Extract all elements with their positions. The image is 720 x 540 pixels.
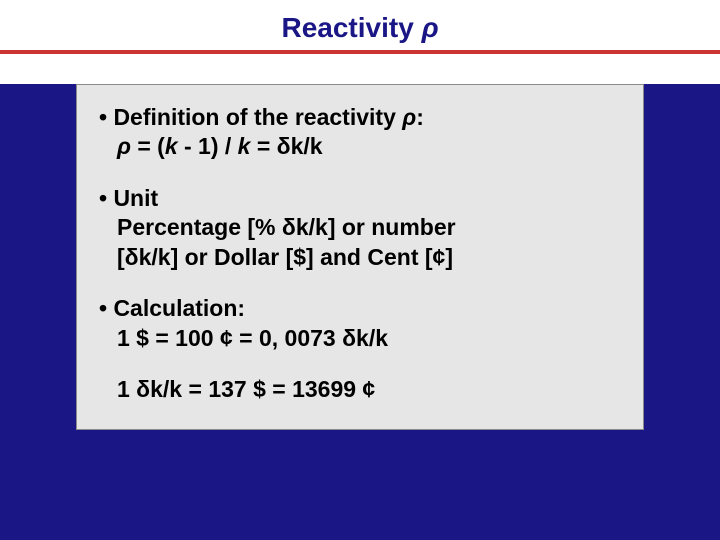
calc-line-2: 1 $ = 100 ¢ = 0, 0073 δk/k bbox=[99, 324, 621, 353]
definition-block: • Definition of the reactivity ρ: ρ = (k… bbox=[99, 103, 621, 162]
text: - 1) / bbox=[178, 133, 238, 159]
unit-line-1: • Unit bbox=[99, 184, 621, 213]
header: Reactivity ρ bbox=[0, 0, 720, 50]
unit-block: • Unit Percentage [% δk/k] or number [δk… bbox=[99, 184, 621, 272]
text: = δk/k bbox=[250, 133, 322, 159]
unit-line-3: [δk/k] or Dollar [$] and Cent [¢] bbox=[99, 243, 621, 272]
calc-line-3: 1 δk/k = 137 $ = 13699 ¢ bbox=[99, 375, 621, 404]
slide-title: Reactivity ρ bbox=[0, 12, 720, 44]
k-symbol: k bbox=[165, 133, 178, 159]
header-gap bbox=[0, 54, 720, 84]
definition-line-2: ρ = (k - 1) / k = δk/k bbox=[99, 132, 621, 161]
text: : bbox=[416, 104, 424, 130]
unit-line-2: Percentage [% δk/k] or number bbox=[99, 213, 621, 242]
title-text: Reactivity bbox=[281, 12, 421, 43]
text: = ( bbox=[131, 133, 165, 159]
content-area: • Definition of the reactivity ρ: ρ = (k… bbox=[0, 84, 720, 430]
rho-symbol: ρ bbox=[117, 133, 131, 159]
definition-line-1: • Definition of the reactivity ρ: bbox=[99, 103, 621, 132]
calc-line-1: • Calculation: bbox=[99, 294, 621, 323]
title-symbol: ρ bbox=[422, 12, 439, 43]
content-panel: • Definition of the reactivity ρ: ρ = (k… bbox=[76, 84, 644, 430]
k-symbol: k bbox=[238, 133, 251, 159]
calculation-block: • Calculation: 1 $ = 100 ¢ = 0, 0073 δk/… bbox=[99, 294, 621, 404]
text: • Definition of the reactivity bbox=[99, 104, 402, 130]
rho-symbol: ρ bbox=[402, 104, 416, 130]
